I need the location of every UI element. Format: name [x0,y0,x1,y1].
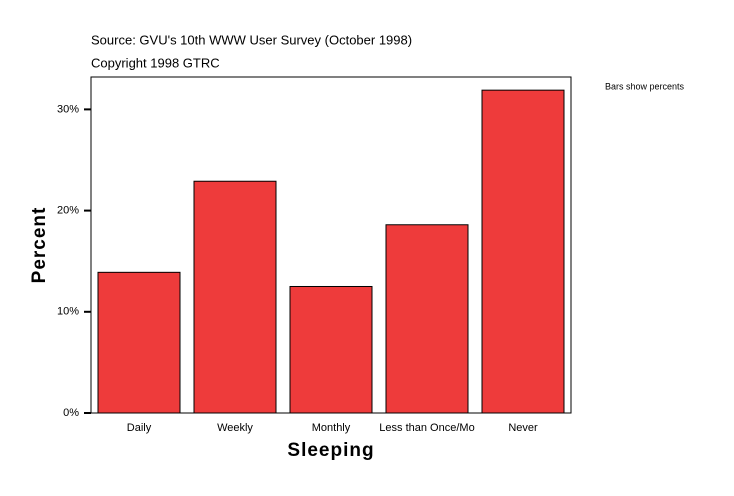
chart-title: Source: GVU's 10th WWW User Survey (Octo… [91,32,412,47]
bar [385,224,469,414]
y-axis-label: Percent [29,207,50,284]
y-tick-label: 0% [63,407,79,419]
x-axis-label: Sleeping [287,440,374,461]
x-tick-label: Monthly [312,422,351,434]
bar [289,285,373,414]
bar [97,271,181,414]
x-tick-label: Less than Once/Mo [379,422,474,434]
y-tick-label: 20% [57,204,79,216]
bar [481,89,565,414]
x-tick-label: Daily [127,422,152,434]
y-tick-label: 30% [57,103,79,115]
y-tick-label: 10% [57,306,79,318]
x-tick-label: Weekly [217,422,253,434]
bar [193,180,277,414]
annotation: Bars show percents [605,81,685,91]
chart-subtitle: Copyright 1998 GTRC [91,55,220,70]
x-tick-label: Never [508,422,538,434]
